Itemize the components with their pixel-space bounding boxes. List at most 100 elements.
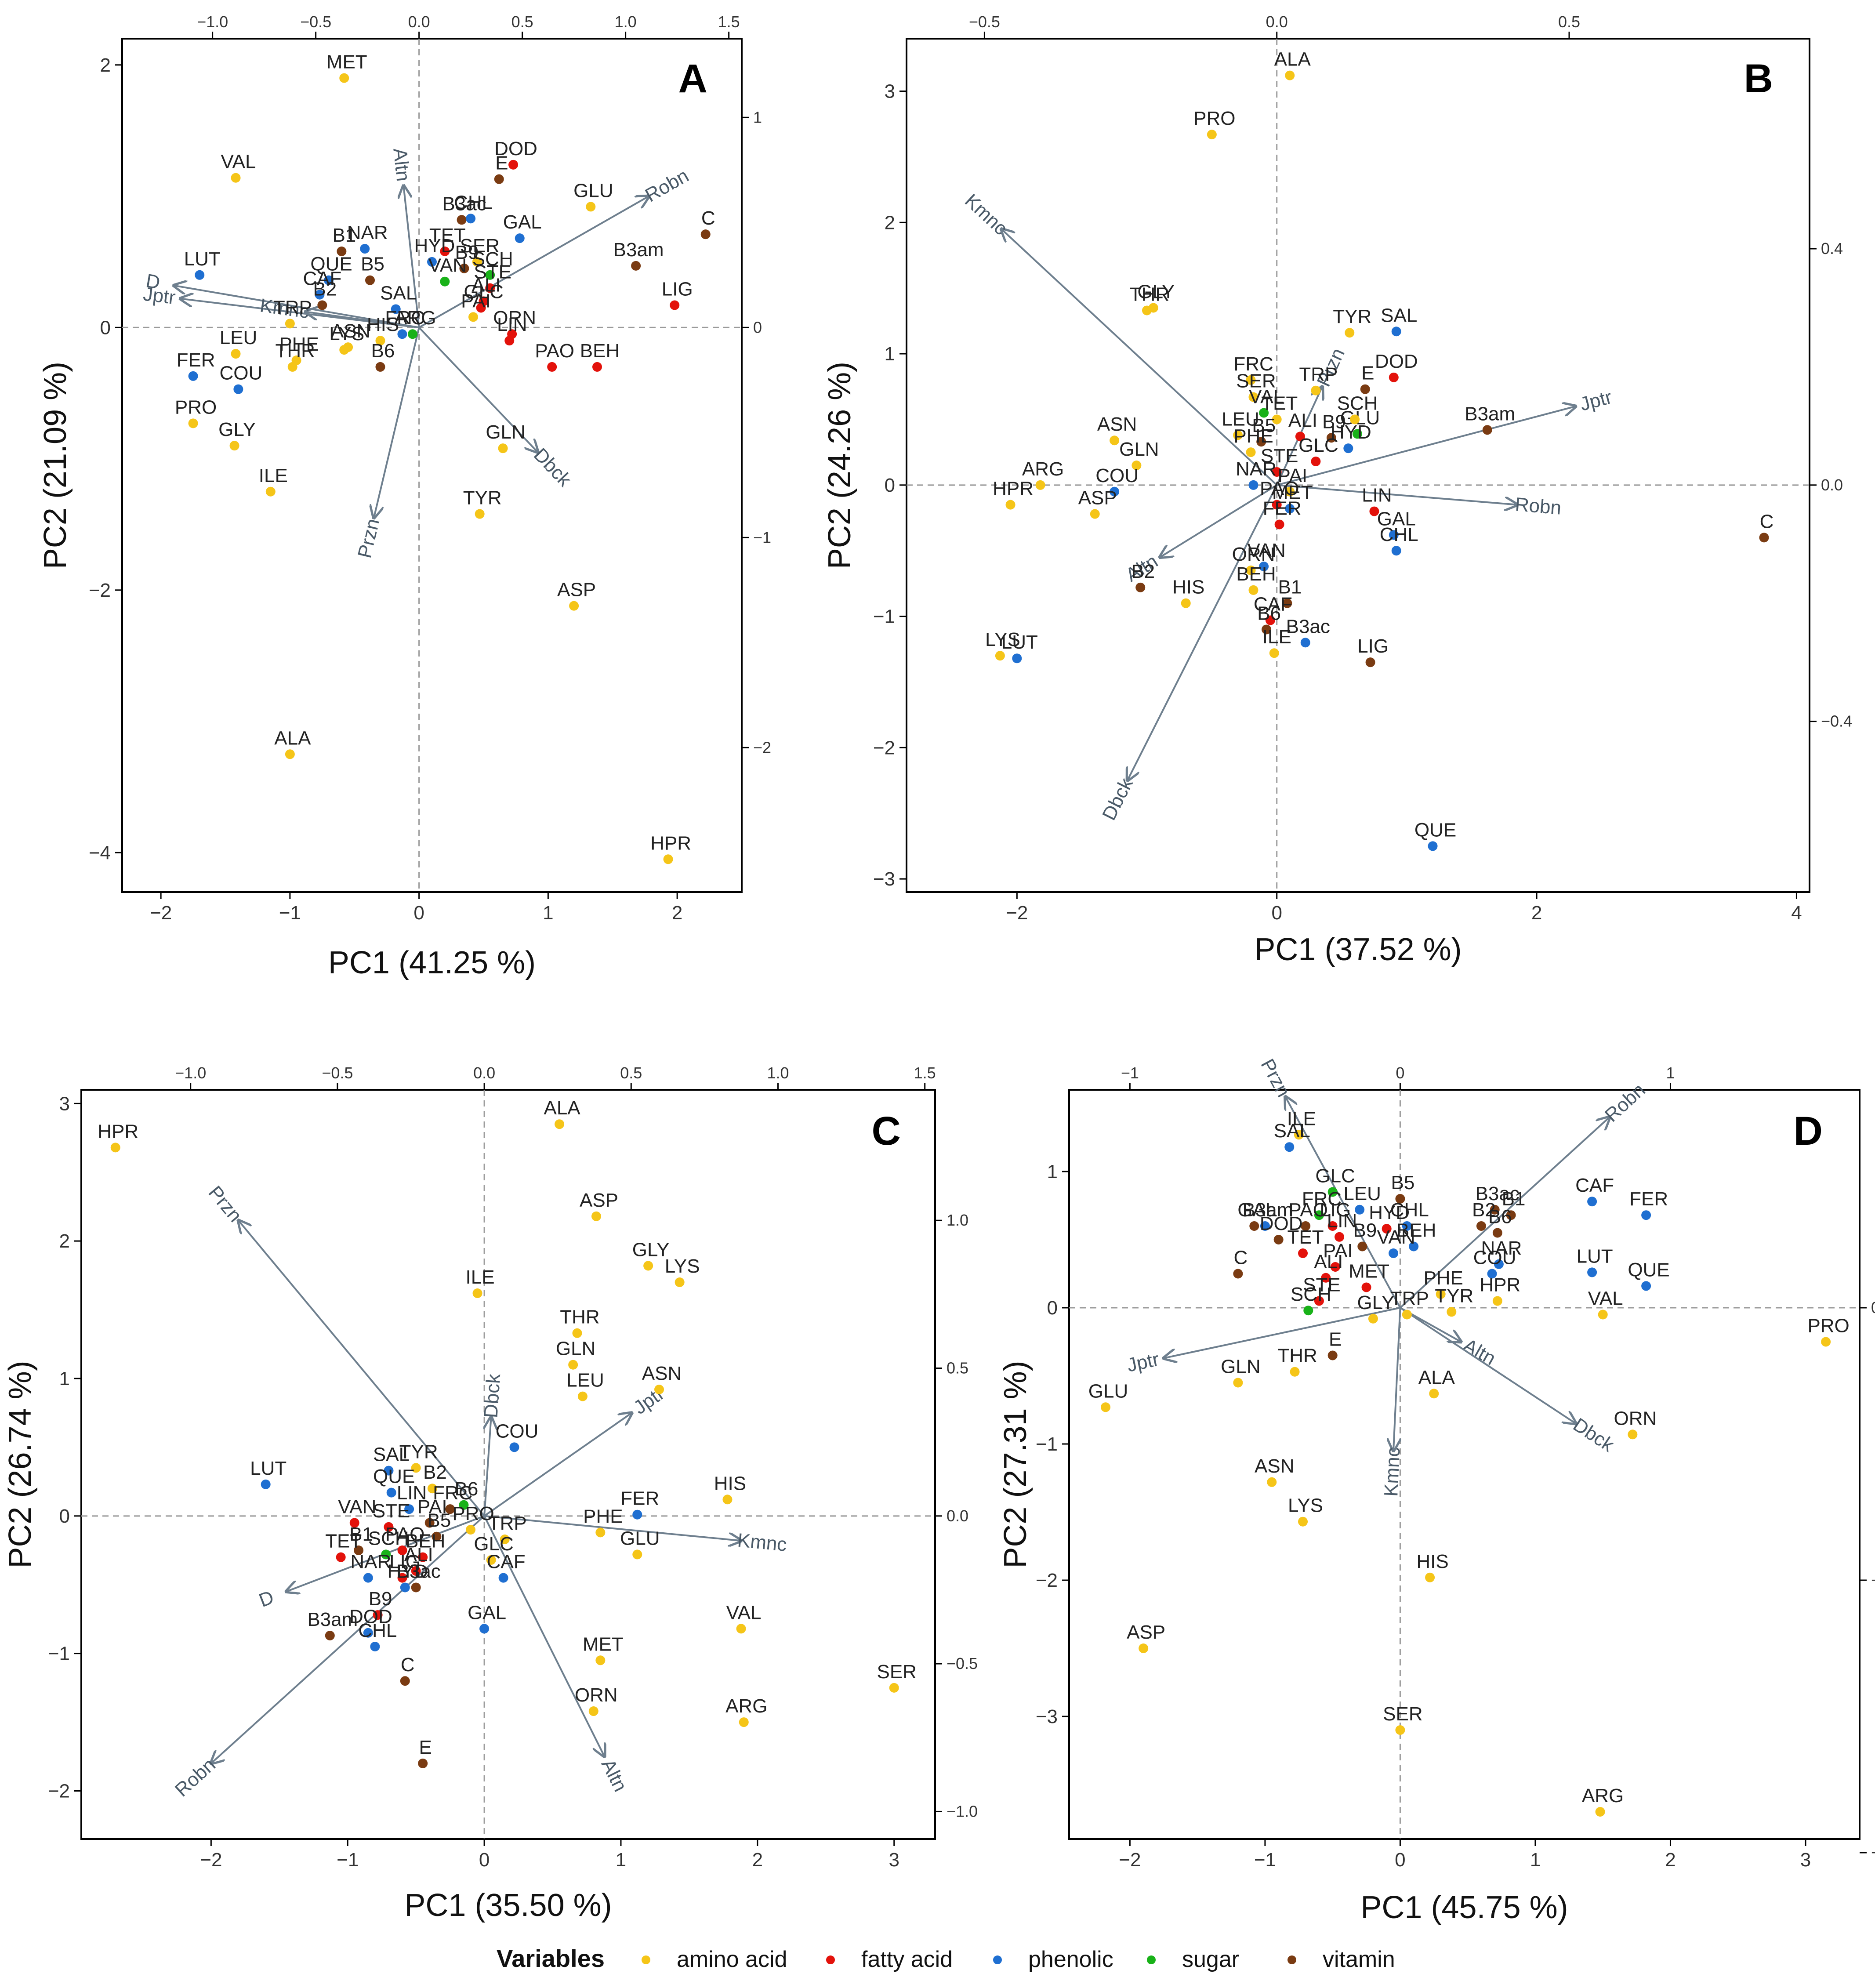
x-tick-label: −1 [337, 1849, 359, 1871]
point-label-b3am: B3am [1242, 1199, 1293, 1221]
right-tick-label: 0 [753, 318, 762, 336]
point-label-pai: PAI [417, 1496, 447, 1517]
point-thr [572, 1328, 582, 1338]
point-sch [485, 270, 495, 280]
right-tick-label: −2 [753, 738, 771, 756]
point-label-b5: B5 [361, 254, 384, 275]
point-label-b1: B1 [1502, 1188, 1526, 1210]
point-label-sch: SCH [1291, 1284, 1331, 1305]
point-pro [466, 1525, 476, 1535]
point-trp [1311, 385, 1321, 395]
point-sal [391, 304, 401, 314]
point-ile [265, 486, 276, 497]
point-lin [404, 1504, 414, 1514]
point-label-b6: B6 [1488, 1206, 1512, 1228]
point-hyd [1343, 443, 1353, 453]
point-label-trp: TRP [488, 1513, 527, 1534]
point-label-ste: STE [474, 261, 511, 283]
loading-arrow-altn [403, 186, 420, 328]
point-label-c: C [401, 1654, 415, 1676]
point-asn [1267, 1477, 1277, 1487]
point-tet [336, 1552, 346, 1562]
point-label-pao: PAO [535, 340, 574, 362]
point-label-lys: LYS [665, 1255, 700, 1277]
y-tick-label: 2 [59, 1230, 70, 1252]
point-lut [261, 1479, 271, 1489]
point-label-sal: SAL [1381, 305, 1417, 326]
point-label-ser: SER [460, 235, 500, 257]
point-label-ser: SER [877, 1661, 916, 1683]
point-b3am [631, 261, 641, 271]
point-lut [1587, 1267, 1597, 1277]
point-lin [1369, 506, 1379, 516]
x-tick-label: 1 [616, 1849, 626, 1871]
point-val [231, 173, 241, 183]
point-gal [1389, 530, 1399, 540]
point-lin [504, 336, 515, 346]
point-glu [632, 1549, 642, 1560]
point-label-frc: FRC [385, 307, 424, 329]
point-b6 [459, 1500, 469, 1510]
point-val [736, 1624, 746, 1634]
point-label-c: C [701, 207, 715, 229]
point-label-e: E [1329, 1329, 1342, 1350]
point-asn [1110, 435, 1120, 446]
point-label-pro: PRO [1193, 108, 1235, 129]
top-tick-label: −1.0 [197, 13, 228, 31]
point-que [1641, 1281, 1651, 1291]
point-leu [231, 349, 241, 359]
point-b1 [354, 1545, 364, 1556]
y-tick-label: −1 [48, 1643, 70, 1665]
point-label-pro: PRO [452, 1503, 494, 1524]
point-label-phe: PHE [1423, 1267, 1463, 1289]
point-ali [1321, 1273, 1331, 1283]
point-b3ac [457, 215, 467, 225]
point-label-leu: LEU [1343, 1183, 1381, 1204]
point-label-hpr: HPR [1480, 1274, 1520, 1296]
arrow-label-jptr: Jptr [1125, 1349, 1161, 1376]
point-chl [466, 214, 476, 224]
point-que [324, 275, 334, 285]
arrow-label-kmnc: Kmnc [736, 1529, 788, 1556]
loading-arrow-dbck [1128, 484, 1278, 780]
point-label-chl: CHL [1390, 1199, 1429, 1221]
point-label-glc: GLC [1298, 435, 1338, 456]
y-tick-label: 0 [1047, 1297, 1058, 1319]
y-tick-label: −2 [48, 1781, 70, 1802]
panel-letter: B [1744, 56, 1773, 101]
top-tick-label: −1 [1121, 1064, 1139, 1082]
point-met [339, 73, 349, 83]
point-c [1233, 1269, 1243, 1279]
point-frc [1246, 375, 1256, 385]
point-label-ste: STE [1261, 445, 1298, 467]
point-gln [568, 1360, 578, 1370]
point-label-chl: CHL [358, 1620, 397, 1641]
point-van [1389, 1248, 1399, 1258]
y-tick-label: 3 [885, 81, 895, 102]
point-b2 [317, 300, 327, 310]
point-dod [1389, 372, 1399, 382]
point-label-b1: B1 [349, 1524, 373, 1545]
point-glu [1353, 429, 1363, 439]
point-label-sal: SAL [380, 282, 417, 304]
point-tyr [475, 509, 485, 519]
point-van [349, 1518, 359, 1528]
y-axis-title: PC2 (21.09 %) [38, 362, 73, 569]
loading-arrow-kmnc [305, 312, 419, 329]
point-thr [1290, 1367, 1300, 1377]
point-label-lys: LYS [329, 323, 364, 345]
point-label-chl: CHL [454, 192, 493, 213]
point-label-asn: ASN [642, 1363, 682, 1384]
point-label-his: HIS [1172, 577, 1204, 598]
point-dod [1273, 1235, 1284, 1244]
point-his [375, 336, 385, 346]
point-gly [643, 1261, 653, 1271]
arrow-label-jptr: Jptr [142, 283, 177, 308]
y-tick-label: −1 [873, 606, 895, 628]
point-label-hyd: HYD [1369, 1202, 1410, 1223]
point-label-e: E [419, 1737, 432, 1758]
y-tick-label: 0 [100, 317, 111, 338]
point-b2 [427, 1484, 437, 1494]
point-e [494, 174, 504, 184]
x-tick-label: 3 [889, 1849, 899, 1871]
